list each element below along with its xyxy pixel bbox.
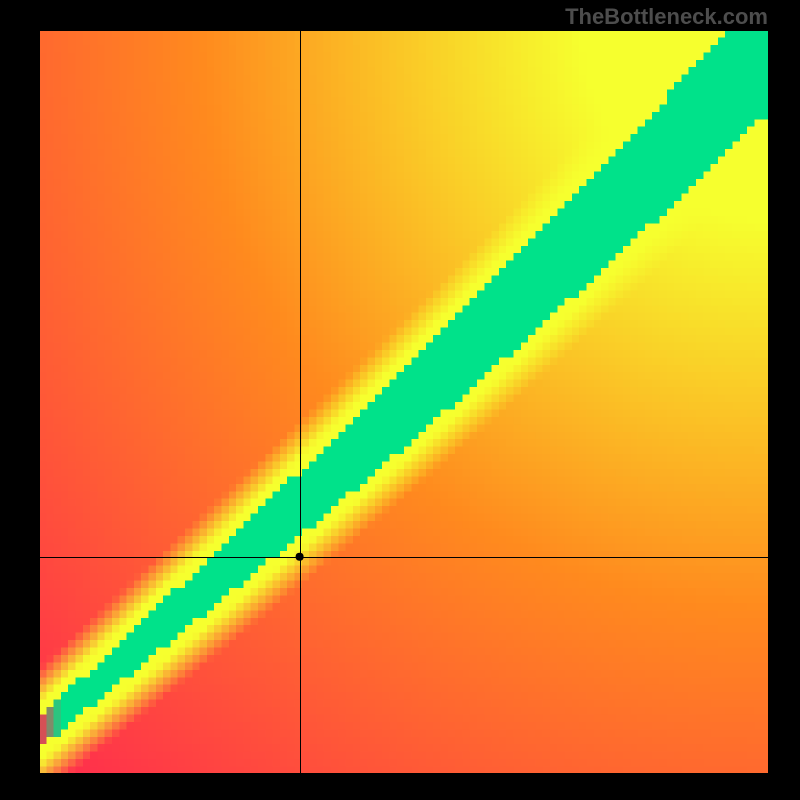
- chart-container: TheBottleneck.com: [0, 0, 800, 800]
- crosshair-overlay: [39, 30, 769, 774]
- watermark-text: TheBottleneck.com: [565, 4, 768, 30]
